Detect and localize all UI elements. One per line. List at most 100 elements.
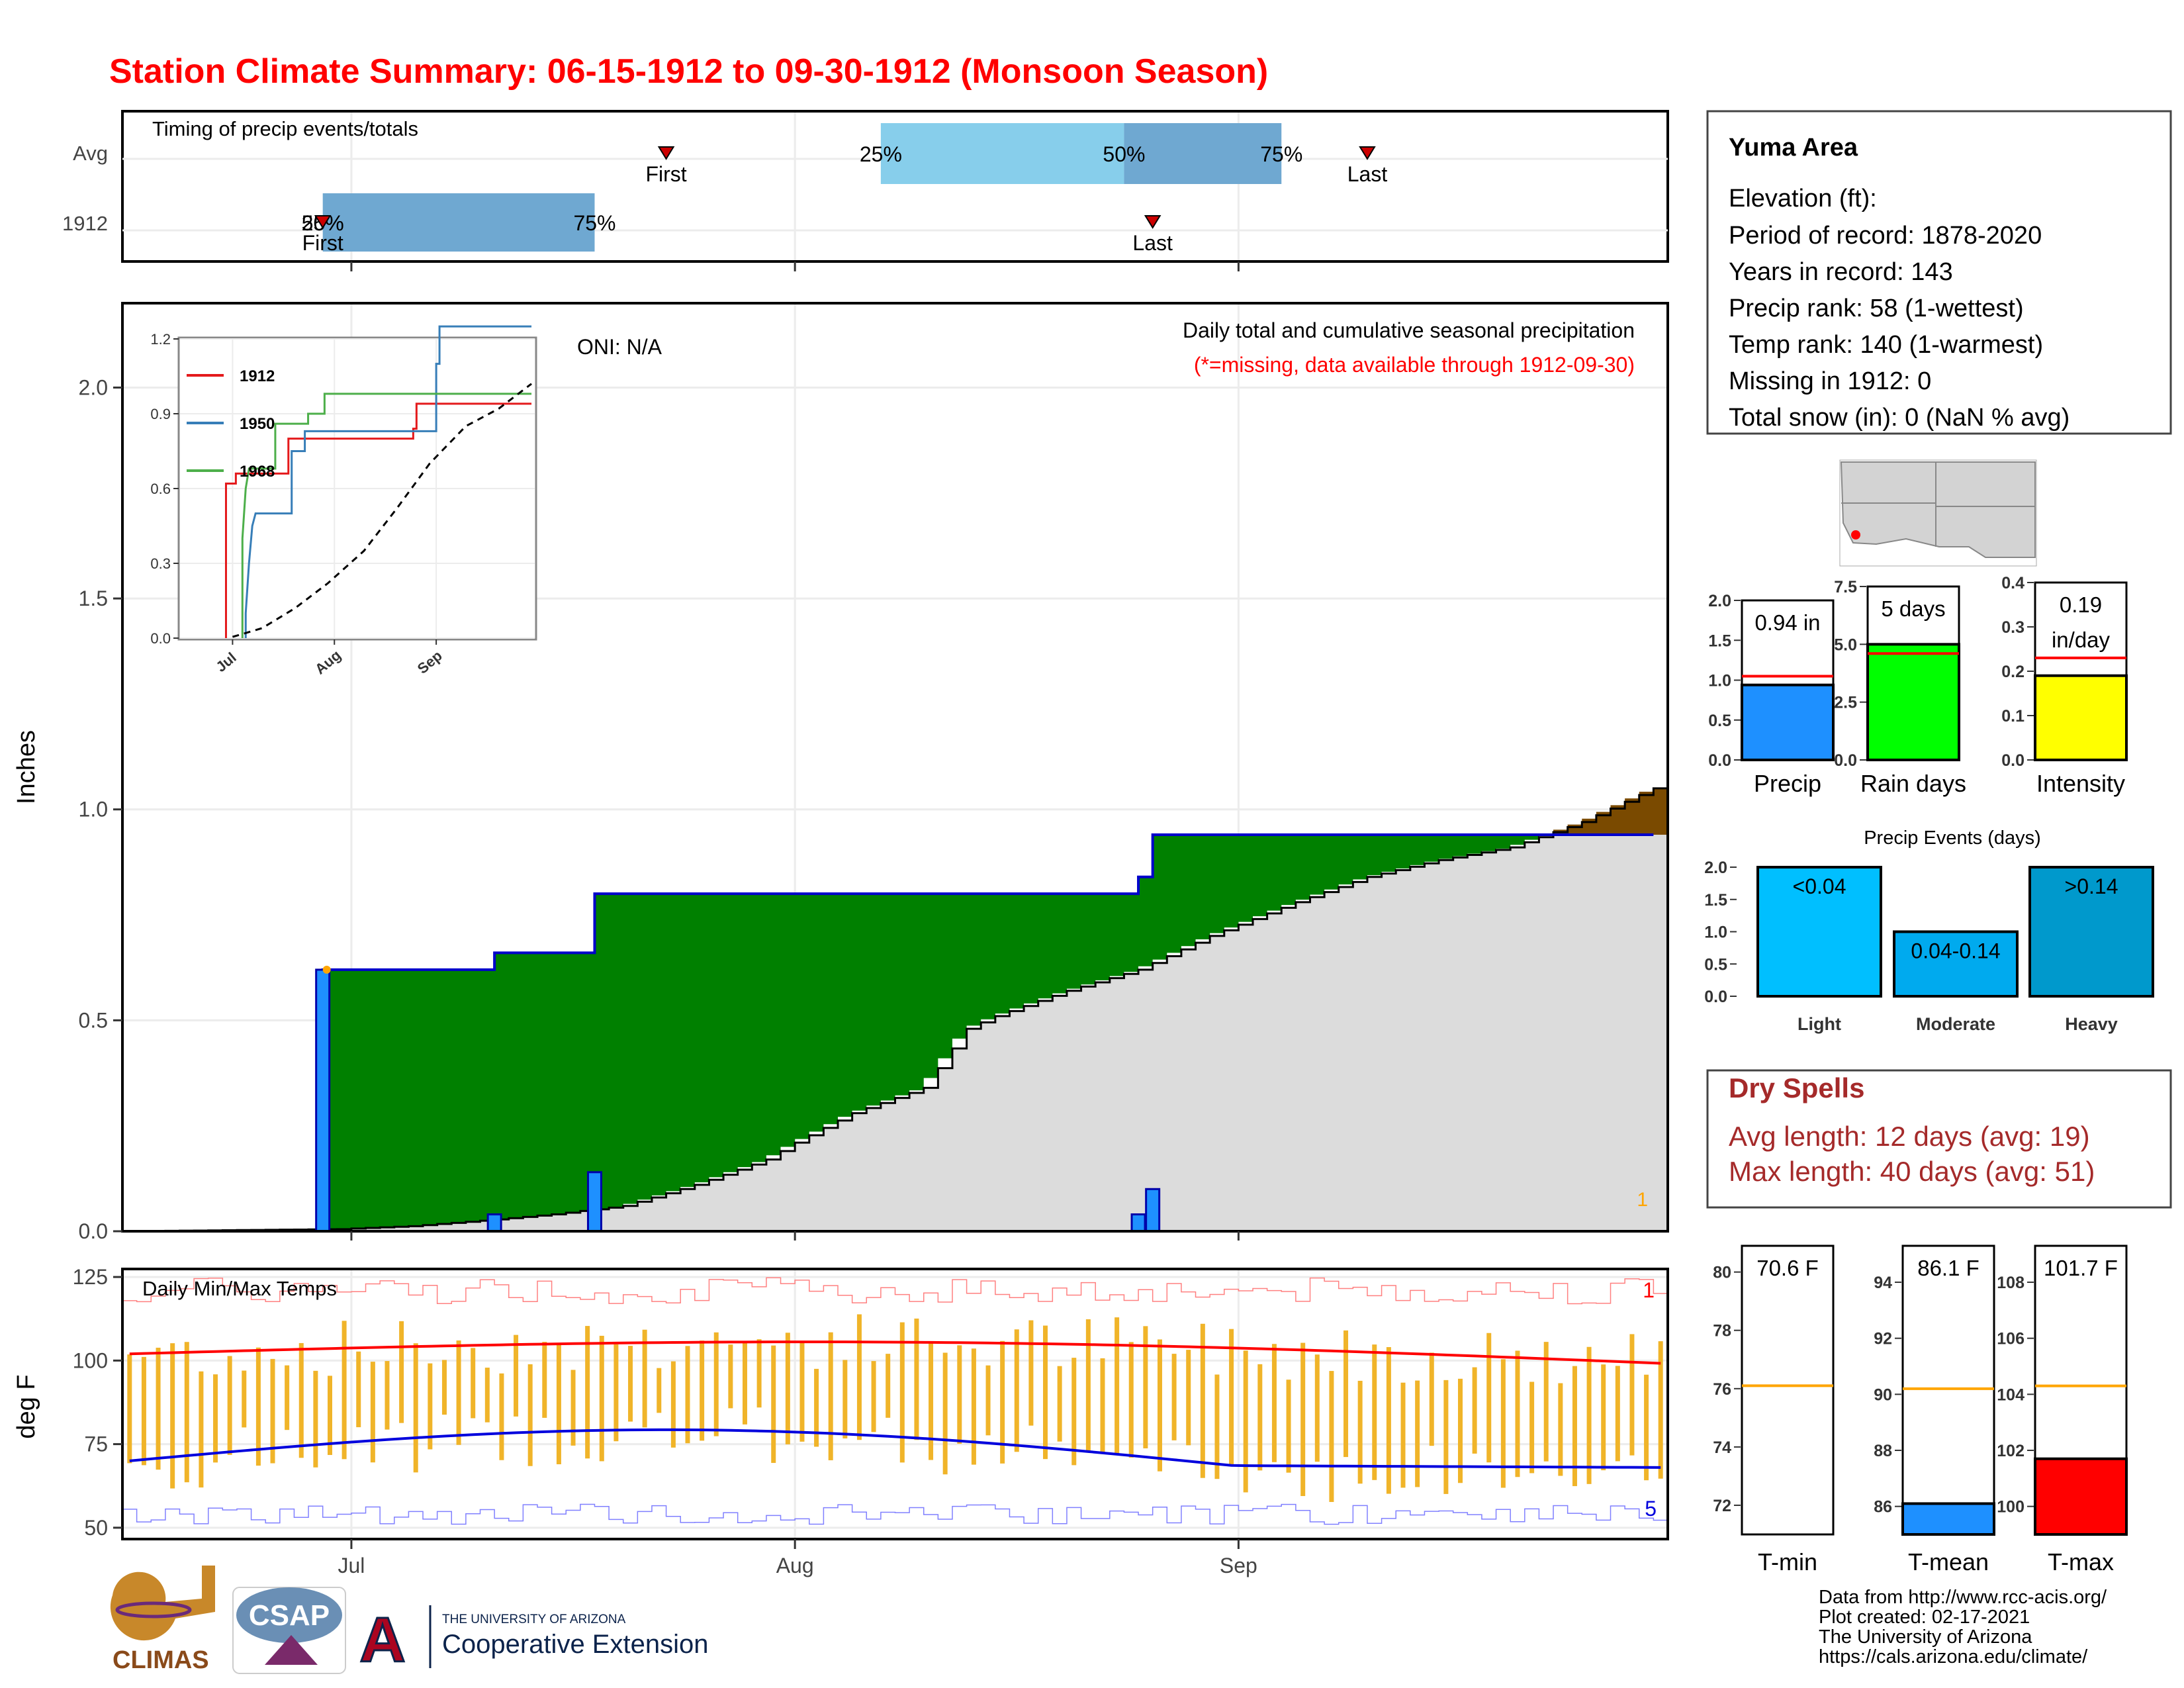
precip-panel: 0.0 0.5 1.0 1.5 2.0 Inches Daily total and c… [13, 302, 1669, 1243]
daily-temp-bar [484, 1368, 490, 1423]
timing-row-avg: Avg [73, 142, 108, 165]
surplus-area [322, 834, 1539, 1229]
daily-temp-bar [756, 1339, 762, 1408]
daily-temp-bar [856, 1314, 862, 1440]
daily-temp-bar [213, 1374, 218, 1463]
daily-temp-bar [1500, 1359, 1506, 1488]
daily-temp-bar [670, 1361, 676, 1448]
daily-temp-bar [1486, 1333, 1492, 1463]
precip-subtitle: (*=missing, data available through 1912-… [1194, 353, 1635, 377]
events-bar-label: >0.14 [2065, 874, 2118, 898]
daily-temp-bar [1386, 1347, 1391, 1494]
timing-bar-50-75 [322, 193, 595, 252]
inset-ytick-label: 0.6 [150, 481, 171, 497]
summary-ytick-label: 108 [1997, 1274, 2025, 1292]
temps-count-top: 1 [1643, 1278, 1655, 1302]
summary-bar-fill [1866, 643, 1960, 761]
footer-credits: Data from http://www.rcc-acis.org/ Plot … [1819, 1587, 2107, 1667]
temps-background [122, 1269, 1668, 1539]
inset-ytick-label: 1.2 [150, 331, 171, 348]
station-elevation: Elevation (ft): [1729, 185, 1877, 212]
precip-marks [122, 787, 1668, 1233]
daily-temp-bar [713, 1332, 719, 1436]
daily-temp-bar [942, 1352, 948, 1475]
daily-temp-bar [471, 1348, 476, 1419]
summary-ytick-label: 104 [1997, 1385, 2025, 1404]
daily-temp-bar [771, 1345, 776, 1463]
daily-temp-bar [985, 1365, 991, 1436]
summary-bar-fill [2034, 1457, 2128, 1536]
daily-temp-bar [1243, 1350, 1248, 1493]
events-title: Precip Events (days) [1864, 827, 2041, 849]
daily-temp-bar [1343, 1330, 1349, 1458]
temps-ytick-label: 75 [84, 1432, 108, 1456]
daily-temp-bar [1586, 1346, 1592, 1484]
daily-temp-bar [1658, 1341, 1663, 1479]
events-bar-moderate [1893, 930, 2019, 998]
daily-temp-bar [1644, 1374, 1649, 1481]
summary-ytick-label: 0.1 [2001, 707, 2025, 726]
station-precip-rank: Precip rank: 58 (1-wettest) [1729, 295, 2024, 322]
daily-temp-bar [1214, 1374, 1220, 1479]
events-bar-label: <0.04 [1793, 874, 1846, 898]
summary-bar-frame [1741, 1244, 1835, 1536]
temps-ylabel: deg F [13, 1374, 40, 1438]
daily-temp-bar [628, 1346, 633, 1422]
daily-temp-bar [298, 1342, 304, 1458]
events-ytick-label: 2.0 [1704, 859, 1727, 877]
daily-temp-bar [1085, 1319, 1091, 1451]
summary-bar-category: Rain days [1860, 770, 1966, 797]
summary-bar-category: T-min [1758, 1548, 1817, 1575]
precip-summary-bars: 0.0 0.5 1.0 1.5 2.0 0.94 in Precip 0.0 2.5 5.0 7.5… [1708, 574, 2128, 797]
summary-ytick-label: 1.0 [1708, 672, 1731, 690]
summary-ytick-label: 0.0 [2001, 751, 2025, 770]
daily-temp-bar [356, 1351, 361, 1428]
daily-temp-bar [441, 1360, 447, 1415]
daily-precip-bar [1145, 1188, 1161, 1233]
inset-series-1912 [224, 402, 532, 638]
events-bars: 0.0 0.5 1.0 1.5 2.0 <0.04 Light 0.04-0.14 Modera… [1704, 859, 2154, 1034]
daily-temp-bar [327, 1376, 332, 1455]
events-category: Light [1797, 1014, 1841, 1034]
daily-temp-bar [1014, 1329, 1019, 1452]
daily-temp-bar [1601, 1364, 1606, 1471]
summary-bar-value: 70.6 F [1756, 1256, 1819, 1280]
daily-temp-bar [899, 1322, 905, 1463]
daily-temp-bar [1157, 1339, 1162, 1472]
station-box [1706, 110, 2172, 435]
daily-temp-bar [657, 1368, 662, 1413]
csap-logo: CSAP [232, 1587, 346, 1674]
daily-temp-bar [1629, 1334, 1635, 1456]
summary-ytick-label: 86 [1874, 1498, 1892, 1517]
daily-temp-bar [227, 1356, 232, 1455]
footer-plot-created: Plot created: 02-17-2021 [1819, 1607, 2030, 1628]
ua-logo: A THE UNIVERSITY OF ARIZONA Cooperative … [359, 1604, 709, 1677]
ua-line2: Cooperative Extension [442, 1630, 708, 1659]
dry-spells-box [1706, 1069, 2172, 1209]
daily-temp-bar [1271, 1344, 1277, 1462]
daily-temp-bar [270, 1358, 275, 1464]
precip-axis: 0.0 0.5 1.0 1.5 2.0 [79, 375, 1240, 1243]
daily-temp-bar [242, 1370, 247, 1428]
timing-bar-50-75 [1124, 123, 1282, 184]
daily-temp-bar [1300, 1342, 1306, 1497]
precip-events-panel: Precip Events (days) 0.0 0.5 1.0 1.5 2.0 <0.0… [1704, 827, 2154, 1034]
summary-ytick-label: 0.3 [2001, 618, 2025, 637]
daily-precip-bar [315, 968, 331, 1233]
temps-title: Daily Min/Max Temps [142, 1277, 337, 1300]
daily-temp-bar [642, 1329, 647, 1428]
avg-max-line [129, 1340, 1661, 1365]
page-title: Station Climate Summary: 06-15-1912 to 0… [109, 52, 1268, 91]
inset-marks [224, 325, 532, 638]
summary-bar-value: 86.1 F [1917, 1256, 1979, 1280]
summary-ytick-label: 1.5 [1708, 632, 1731, 650]
daily-temp-bar [585, 1326, 590, 1459]
southwest-states-shape [1840, 461, 2036, 558]
timing-bar-25-50 [880, 123, 1124, 184]
events-ytick-label: 1.5 [1704, 891, 1727, 910]
temps-xtick-label: Sep [1220, 1554, 1257, 1577]
daily-temp-bar [141, 1356, 146, 1466]
daily-temp-bar [1143, 1326, 1148, 1448]
daily-precip-bar [1130, 1213, 1146, 1233]
